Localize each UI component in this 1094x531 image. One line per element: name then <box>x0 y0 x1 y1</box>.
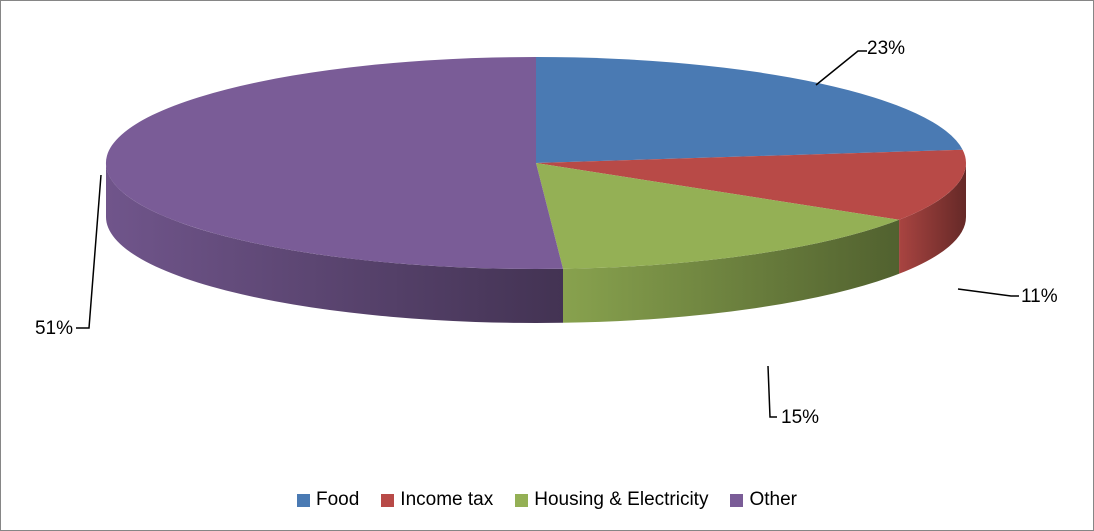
legend: Food Income tax Housing & Electricity Ot… <box>1 484 1093 516</box>
pie-slice-food <box>536 56 963 163</box>
legend-item-income-tax: Income tax <box>381 489 493 511</box>
legend-label-income-tax: Income tax <box>400 489 494 510</box>
legend-item-food: Food <box>296 489 360 511</box>
pie-slice-housing-electricity <box>536 163 900 269</box>
data-label-other: 51% <box>35 318 73 339</box>
leader-line-income-tax <box>957 288 1019 297</box>
data-label-housing-electricity: 15% <box>781 407 819 428</box>
legend-swatch-income-tax <box>381 493 395 507</box>
legend-label-housing-electricity: Housing & Electricity <box>534 489 709 510</box>
data-label-food: 23% <box>867 38 905 59</box>
pie-slice-other <box>105 57 563 269</box>
pie-slice-income-tax <box>536 149 967 220</box>
legend-item-other: Other <box>730 489 797 511</box>
leader-line-other <box>76 174 102 329</box>
pie-side-income-tax <box>899 163 966 274</box>
pie-side-other <box>106 163 563 323</box>
legend-label-other: Other <box>749 489 797 510</box>
pie-side-housing-electricity <box>563 219 900 323</box>
legend-label-food: Food <box>315 489 360 510</box>
legend-swatch-food <box>296 493 310 507</box>
leader-line-housing-electricity <box>767 365 777 418</box>
leader-line-food <box>815 50 867 86</box>
data-label-income-tax: 11% <box>1021 286 1058 307</box>
legend-item-housing-electricity: Housing & Electricity <box>515 489 708 511</box>
legend-swatch-other <box>730 493 744 507</box>
legend-swatch-housing-electricity <box>515 493 529 507</box>
